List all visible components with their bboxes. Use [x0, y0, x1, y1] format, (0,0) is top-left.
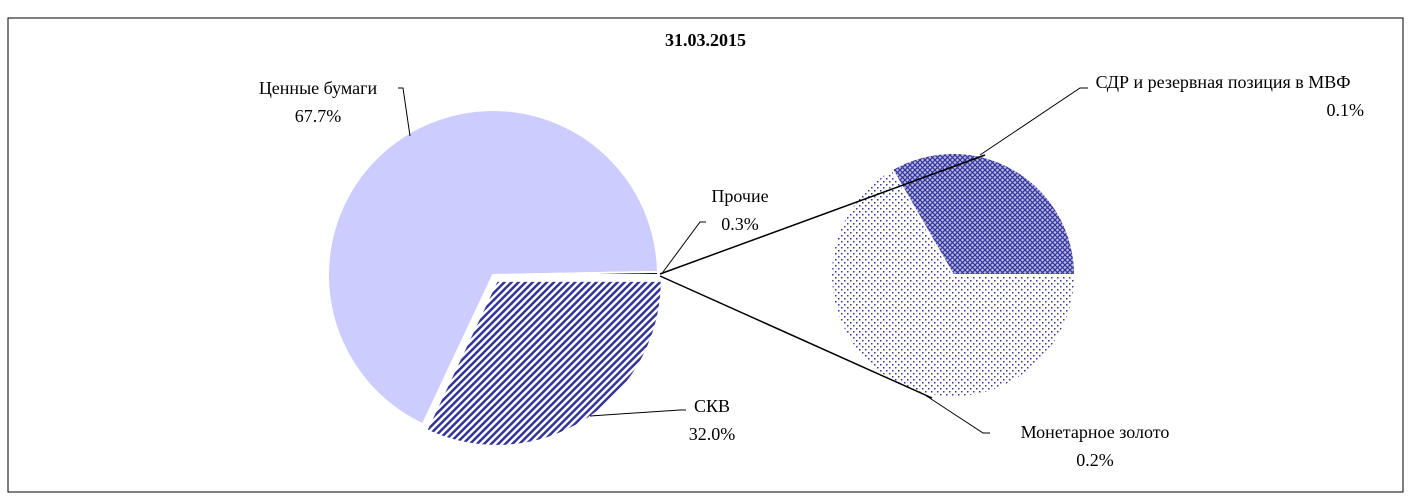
connector [659, 154, 986, 275]
leader-line [662, 221, 706, 273]
pie-slice [327, 109, 659, 426]
data-label: Прочие 0.3% [690, 182, 790, 238]
data-label: Ценные бумаги 67.7% [218, 74, 418, 130]
label-value: 0.3% [721, 214, 759, 234]
label-value: 67.7% [294, 106, 342, 126]
label-value: 0.2% [1076, 450, 1114, 470]
leader-line [979, 87, 1088, 156]
label-name: СКВ [693, 396, 731, 416]
leader-line [589, 409, 686, 417]
chart-title: 31.03.2015 [665, 30, 746, 50]
leader-line [398, 87, 411, 137]
label-value: 32.0% [688, 424, 736, 444]
label-name: СДР и резервная позиция в МВФ [1095, 72, 1351, 92]
chart-border [7, 17, 1404, 493]
pie-slice [492, 270, 660, 276]
pie-slice [890, 152, 1077, 276]
label-name: Монетарное золото [1020, 422, 1170, 442]
connector [659, 275, 933, 399]
label-name: Ценные бумаги [258, 78, 378, 98]
leader-line [924, 394, 990, 434]
data-label: СКВ 32.0% [612, 392, 812, 448]
label-value: 0.1% [1326, 100, 1365, 120]
pie-slice [425, 279, 663, 447]
data-label: СДР и резервная позиция в МВФ 0.1% [1082, 68, 1364, 124]
label-name: Прочие [711, 186, 769, 206]
data-label: Монетарное золото 0.2% [990, 418, 1200, 474]
